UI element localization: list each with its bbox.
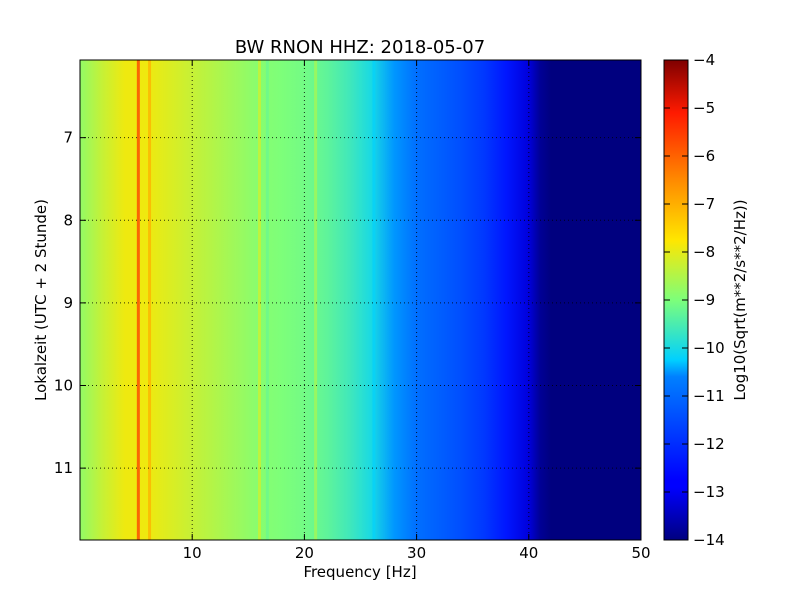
y-tick-label-4: 11 <box>54 459 73 477</box>
spectral-line-5 <box>359 60 362 540</box>
x-tick-label-2: 30 <box>407 544 426 562</box>
y-axis-ticks: 7 8 9 10 11 <box>54 129 641 477</box>
x-axis-ticks: 10 20 30 40 50 <box>183 60 651 562</box>
colorbar-tick-label-10: −14 <box>693 531 725 549</box>
colorbar-tick-label-7: −11 <box>693 387 725 405</box>
colorbar-tick-label-8: −12 <box>693 435 725 453</box>
x-tick-label-3: 40 <box>519 544 538 562</box>
colorbar-tick-label-4: −8 <box>693 243 715 261</box>
colorbar: −4 −5 −6 −7 −8 −9 −10 −11 −12 −13 −14 Log10(Sqrt(m… <box>663 51 749 549</box>
x-axis-label: Frequency [Hz] <box>303 563 416 581</box>
x-tick-label-1: 20 <box>295 544 314 562</box>
x-tick-label-4: 50 <box>631 544 650 562</box>
y-tick-label-1: 8 <box>63 211 73 229</box>
colorbar-label: Log10(Sqrt(m**2/s**2/Hz)) <box>731 199 749 400</box>
chart-title: BW RNON HHZ: 2018-05-07 <box>235 37 485 58</box>
spectral-line-2 <box>258 60 262 540</box>
plot-area <box>80 60 641 540</box>
colorbar-tick-label-6: −10 <box>693 339 725 357</box>
spectral-line-6 <box>372 60 376 540</box>
spectral-line-3 <box>265 60 269 540</box>
colorbar-tick-label-1: −5 <box>693 99 715 117</box>
colorbar-tick-label-5: −9 <box>693 291 715 309</box>
x-tick-label-0: 10 <box>183 544 202 562</box>
spectral-line-features <box>136 60 376 540</box>
y-tick-label-2: 9 <box>63 294 73 312</box>
grid-lines <box>80 60 641 540</box>
spectral-line-0 <box>136 60 140 540</box>
colorbar-tick-label-2: −6 <box>693 147 715 165</box>
colorbar-tick-label-9: −13 <box>693 483 725 501</box>
colorbar-tick-label-3: −7 <box>693 195 715 213</box>
y-tick-label-0: 7 <box>63 129 73 147</box>
plot-frame <box>79 59 642 541</box>
spectral-line-1 <box>148 60 152 540</box>
spectral-line-4 <box>314 60 318 540</box>
colorbar-tick-label-0: −4 <box>693 51 715 69</box>
colorbar-ticks: −4 −5 −6 −7 −8 −9 −10 −11 −12 −13 −14 <box>664 51 725 549</box>
y-tick-label-3: 10 <box>54 377 73 395</box>
y-axis-label: Lokalzeit (UTC + 2 Stunde) <box>32 199 50 401</box>
